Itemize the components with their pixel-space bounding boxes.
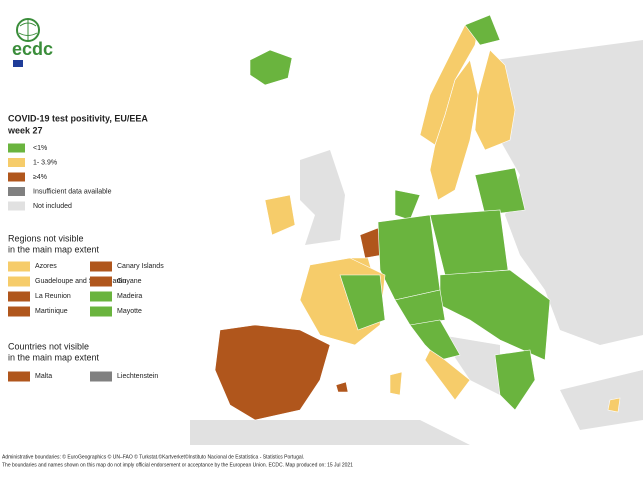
legend-label: Liechtenstein: [117, 373, 158, 380]
countries-heading: in the main map extent: [8, 352, 100, 362]
country: [339, 274, 386, 331]
country: [474, 49, 516, 151]
legend-label: 1- 3.9%: [33, 159, 57, 166]
country: [389, 371, 403, 396]
regions-heading: in the main map extent: [8, 244, 100, 254]
ecdc-logo: ecdc: [12, 18, 53, 67]
legend-swatch: [90, 261, 112, 272]
country: [214, 324, 331, 421]
legend-swatch: [8, 143, 25, 153]
legend-swatch: [8, 371, 30, 382]
legend-label: Mayotte: [117, 308, 142, 315]
footer: Administrative boundaries: © EuroGeograp…: [2, 453, 304, 460]
country: [474, 167, 526, 216]
legend-label: ≥4%: [33, 174, 47, 181]
country: [424, 349, 471, 401]
legend-swatch: [90, 371, 112, 382]
legend-swatch: [8, 291, 30, 302]
country: [439, 269, 551, 361]
country: [335, 381, 349, 393]
legend-swatch: [90, 276, 112, 287]
legend-swatch: [8, 306, 30, 317]
country: [264, 194, 296, 236]
legend-swatch: [8, 276, 30, 287]
country: [377, 214, 441, 301]
map-countries: [214, 14, 621, 421]
country: [394, 189, 421, 221]
country: [494, 349, 536, 411]
countries-heading: Countries not visible: [8, 341, 89, 351]
country: [429, 59, 479, 201]
legend-label: Martinique: [35, 308, 68, 315]
countries-legend: Malta Liechtenstein: [8, 371, 158, 382]
legend-swatch: [90, 306, 112, 317]
legend-swatch: [8, 201, 25, 211]
country: [394, 289, 446, 326]
country: [464, 14, 501, 46]
country: [607, 397, 621, 413]
legend-label: Guyane: [117, 278, 142, 285]
legend-label: Guadeloupe and Saint Martin: [35, 278, 126, 285]
legend-swatch: [90, 291, 112, 302]
legend: <1% 1- 3.9% ≥4% Insufficient data available…: [8, 143, 112, 211]
footer: The boundaries and names shown on this m…: [2, 462, 353, 468]
legend-label: Azores: [35, 263, 57, 270]
country: [249, 49, 293, 86]
country: [409, 319, 461, 361]
legend-label: <1%: [33, 145, 47, 152]
logo-text: ecdc: [12, 39, 53, 59]
legend-swatch: [8, 261, 30, 272]
title: week 27: [7, 125, 43, 135]
legend-swatch: [8, 172, 25, 182]
title: COVID-19 test positivity, EU/EEA: [8, 113, 148, 123]
legend-label: La Reunion: [35, 293, 71, 300]
country: [429, 209, 509, 276]
legend-label: Insufficient data available: [33, 188, 112, 195]
legend-swatch: [8, 187, 25, 196]
regions-heading: Regions not visible: [8, 233, 84, 243]
legend-label: Malta: [35, 373, 52, 380]
legend-label: Not included: [33, 203, 72, 210]
legend-label: Madeira: [117, 293, 142, 300]
legend-label: Canary Islands: [117, 263, 164, 270]
regions-legend: Azores Canary Islands Guadeloupe and Saint…: [8, 261, 164, 317]
legend-swatch: [8, 158, 25, 167]
background-land: [190, 40, 643, 445]
